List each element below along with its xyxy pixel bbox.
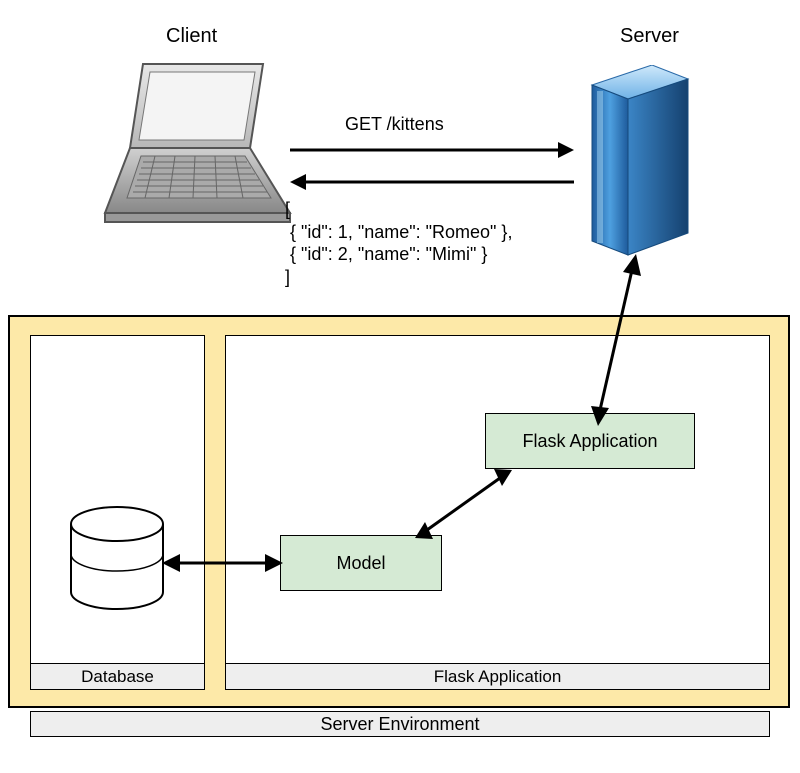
architecture-diagram: Client Server [0,0,800,773]
arrow-flask-server [0,0,800,773]
